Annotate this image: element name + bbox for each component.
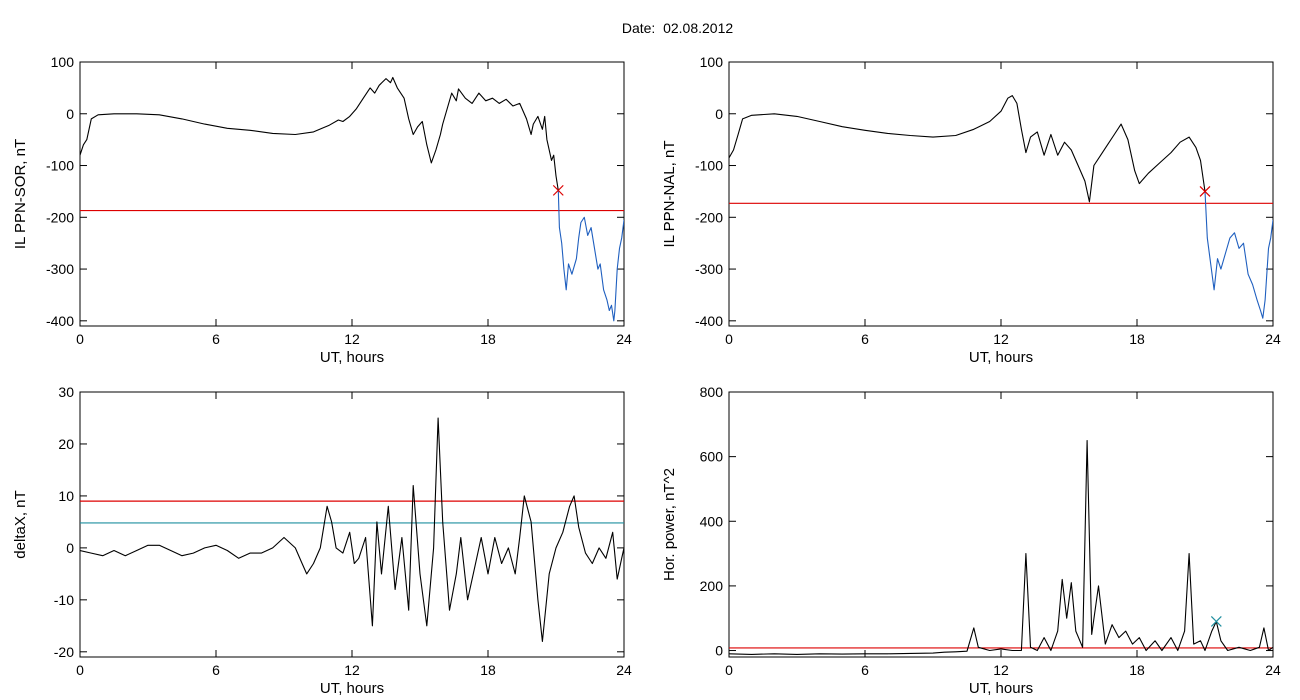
event-marker [1199,185,1211,197]
y-tick-label: 800 [700,384,724,400]
x-tick-label: 0 [725,331,733,347]
y-tick-label: 0 [66,540,74,556]
y-tick-label: -300 [46,261,74,277]
series-line-main [80,417,624,642]
x-tick-label: 12 [344,331,360,347]
plot-frame [79,391,625,658]
x-tick-label: 6 [861,331,869,347]
x-axis-label: UT, hours [320,349,384,366]
x-axis-label: UT, hours [320,680,384,697]
chart-panel-deltax: 0 6 12 18 24 30 20 10 0 -10 -20 UT, hours deltaX, nT [12,384,632,697]
plot-frame [728,391,1274,658]
x-tick-label: 24 [616,662,632,678]
y-tick-label: 0 [715,643,723,659]
y-tick-label: 100 [700,54,724,70]
x-tick-label: 0 [725,662,733,678]
x-tick-label: 18 [1129,662,1145,678]
y-tick-label: 30 [58,384,74,400]
x-tick-label: 12 [993,662,1009,678]
y-tick-label: -20 [54,644,74,660]
y-tick-label: 20 [58,436,74,452]
y-tick-label: 0 [66,106,74,122]
event-marker [1210,616,1222,627]
series-line-main [729,95,1206,203]
x-axis-label: UT, hours [969,680,1033,697]
y-tick-label: -400 [695,313,723,329]
y-axis-label: IL PPN-SOR, nT [12,139,29,249]
y-tick-label: 0 [715,106,723,122]
y-tick-label: -200 [46,209,74,225]
y-tick-label: 600 [700,449,724,465]
x-tick-label: 18 [480,662,496,678]
x-tick-label: 6 [861,662,869,678]
x-tick-label: 24 [616,331,632,347]
y-axis-label: IL PPN-NAL, nT [661,141,678,248]
plot-frame [728,61,1274,327]
y-tick-label: -100 [46,158,74,174]
x-tick-label: 0 [76,662,84,678]
chart-panel-il-ppn-nal: 0 6 12 18 24 100 0 -100 -200 -300 -400 UT, hours IL … [661,54,1281,366]
y-axis-label: deltaX, nT [12,490,29,558]
x-tick-label: 6 [212,662,220,678]
y-tick-label: 400 [700,513,724,529]
y-tick-label: 100 [51,54,75,70]
x-tick-label: 12 [344,662,360,678]
y-tick-label: -10 [54,592,74,608]
chart-panel-il-ppn-sor: 0 6 12 18 24 100 0 -100 -200 -300 -400 UT, hours IL … [12,54,632,366]
x-tick-label: 24 [1265,662,1281,678]
y-tick-label: -200 [695,209,723,225]
y-tick-label: 200 [700,578,724,594]
series-line-main [729,439,1273,655]
y-tick-label: -300 [695,261,723,277]
chart-panel-hor-power: 0 6 12 18 24 800 600 400 200 0 UT, hours Hor. power… [661,384,1281,697]
x-tick-label: 18 [1129,331,1145,347]
x-axis-label: UT, hours [969,349,1033,366]
x-tick-label: 6 [212,331,220,347]
series-line-highlight [557,190,624,322]
y-tick-label: -100 [695,158,723,174]
y-axis-label: Hor. power, nT^2 [661,468,678,581]
x-tick-label: 24 [1265,331,1281,347]
y-tick-label: 10 [58,488,74,504]
x-tick-label: 18 [480,331,496,347]
y-tick-label: -400 [46,313,74,329]
x-tick-label: 0 [76,331,84,347]
x-tick-label: 12 [993,331,1009,347]
event-marker [552,184,564,196]
series-line-highlight [1204,191,1273,319]
plot-frame [79,61,625,327]
series-line-main [80,76,559,191]
